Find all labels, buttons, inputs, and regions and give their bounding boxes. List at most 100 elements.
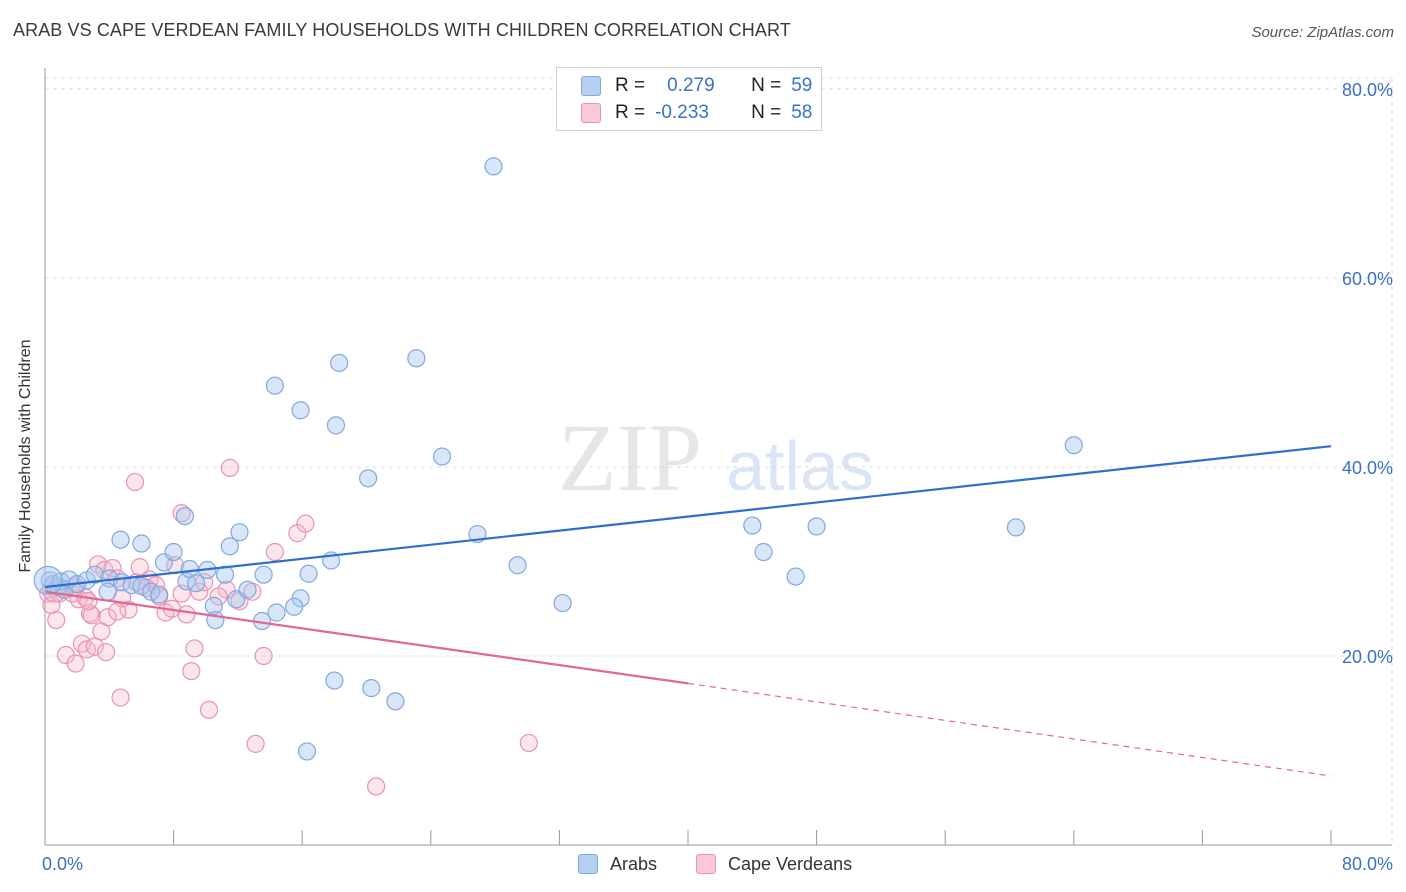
y-tick-label: 80.0% [1342,80,1393,100]
cape-verdeans-point [66,654,85,673]
cape-r-label: R = [615,102,646,123]
arabs-point [111,530,130,549]
x-tick-label-min: 0.0% [42,854,83,874]
arabs-point [254,565,273,584]
arabs-point [786,567,805,586]
arabs-r-value: 0.279 [667,75,715,96]
cape-verdeans-point [265,542,284,562]
cape-verdeans-point [98,608,117,627]
arabs-r-label: R = [615,75,646,96]
arabs-point [150,585,169,604]
cape-verdeans-point [254,646,273,666]
cape-verdeans-point [79,592,98,611]
arabs-n-value: 59 [791,75,813,96]
arabs-points [33,157,1083,761]
legend-row-arabs: R = 0.279 N = 59 [581,73,812,99]
cape-verdeans-point [519,733,538,753]
cape-verdeans-point [96,643,116,662]
arabs-point [230,523,249,542]
arabs-point [164,542,183,562]
arabs-point [267,603,286,622]
arabs-point [432,447,452,466]
arabs-cluster-point [33,565,63,595]
bottom-legend-arabs: Arabs [578,852,657,876]
cape-verdeans-point [85,637,104,656]
y-tick-label: 20.0% [1342,647,1393,667]
bottom-arabs-swatch [578,854,598,874]
arabs-point [325,671,344,690]
arabs-point [754,542,773,562]
cape-verdeans-point [296,514,315,533]
arabs-n-label: N = [751,75,782,96]
arabs-point [175,506,194,526]
watermark-atlas: atlas [726,427,874,505]
arabs-point [386,692,405,711]
arabs-point [132,576,151,596]
x-tick-label-max: 80.0% [1342,854,1393,874]
tick-labels: 20.0% 40.0% 60.0% 80.0% 0.0% 80.0% [42,80,1393,874]
arabs-point [220,537,239,556]
arabs-point [407,349,426,368]
cape-verdeans-point [108,602,127,621]
cape-verdeans-point [119,600,138,619]
cape-verdeans-point [47,610,66,630]
cape-verdeans-trend-line [44,590,689,685]
arabs-point [285,597,304,616]
arabs-point [265,376,284,395]
cape-verdeans-point [111,688,130,707]
arabs-point [1064,436,1083,455]
cape-verdeans-trend-extension [687,682,1332,777]
arabs-point [362,679,381,698]
arabs-point [299,564,318,583]
cape-verdeans-point [177,605,196,624]
trend-lines [44,445,1332,777]
correlation-legend: R = 0.279 N = 59 R = -0.233 N = 58 [556,67,822,131]
bottom-legend-cape-verdeans: Cape Verdeans [696,852,852,876]
y-tick-label: 40.0% [1342,458,1393,478]
cape-verdeans-point [185,639,204,658]
watermark: ZIP atlas [558,404,874,511]
arabs-point [85,565,104,584]
arabs-point [98,582,117,601]
arabs-point [743,516,762,535]
cape-verdeans-point [199,700,219,719]
source-label: Source: ZipAtlas.com [1251,24,1394,41]
chart-title: ARAB VS CAPE VERDEAN FAMILY HOUSEHOLDS W… [13,20,791,40]
arabs-point [807,517,826,536]
cape-verdeans-point [367,777,386,796]
watermark-zip: ZIP [558,404,702,511]
cape-verdeans-point [125,472,145,492]
cape-n-label: N = [751,102,782,123]
cape-r-value: -0.233 [655,102,709,123]
arabs-point [1006,518,1026,537]
arabs-point [187,574,206,593]
legend-row-cape-verdeans: R = -0.233 N = 58 [581,100,812,126]
cape-verdeans-point [82,606,101,625]
arabs-swatch [581,76,601,96]
axis-layer [44,68,1392,846]
arabs-point [359,469,378,488]
cape-verdeans-point [246,734,265,753]
y-tick-label: 60.0% [1342,269,1393,289]
cape-verdeans-swatch [581,103,601,123]
arabs-point [553,593,572,613]
cape-verdeans-point [103,558,122,578]
arabs-point [238,580,257,599]
arabs-point [297,742,317,761]
bottom-arabs-label: Arabs [610,853,658,874]
arabs-point [291,401,310,420]
arabs-point [132,534,151,553]
bottom-cape-label: Cape Verdeans [728,853,853,874]
cape-verdeans-point [182,661,201,681]
arabs-point [330,353,349,373]
arabs-point [484,157,503,176]
cape-verdeans-point [220,458,239,477]
arabs-point [508,556,527,575]
cape-n-value: 58 [791,102,813,123]
arabs-point [326,416,346,435]
cape-verdeans-point [172,504,191,523]
cape-verdeans-point [209,587,228,606]
bottom-cape-swatch [696,854,716,874]
arabs-trend-line [44,445,1332,589]
